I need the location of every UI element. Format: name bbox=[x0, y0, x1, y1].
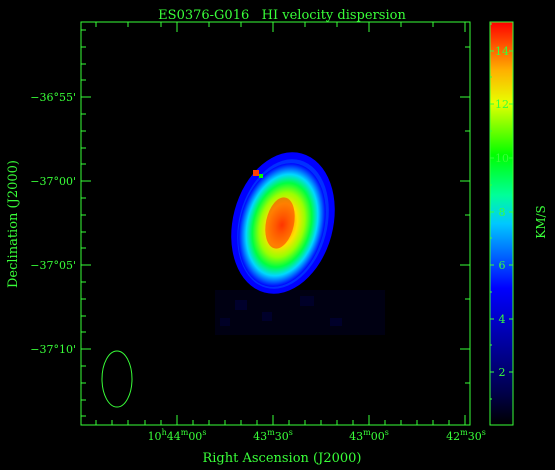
x-tick-label: 43m30s bbox=[253, 428, 293, 443]
y-tick-label: −37°10' bbox=[30, 343, 76, 356]
colorbar-tick-label: 2 bbox=[499, 366, 506, 379]
x-axis-title: Right Ascension (J2000) bbox=[202, 451, 361, 466]
colorbar-tick-label: 6 bbox=[499, 259, 506, 272]
y-tick-label: −36°55' bbox=[30, 91, 76, 104]
x-tick-label: 42m30s bbox=[446, 428, 486, 443]
colorbar-tick-label: 4 bbox=[499, 313, 506, 326]
galaxy-emission bbox=[215, 152, 385, 335]
x-tick-label: 10h44m00s bbox=[148, 428, 207, 443]
colorbar-tick-labels: 2 4 6 8 10 12 14 bbox=[495, 45, 509, 379]
y-tick-labels: −36°55' −37°00' −37°05' −37°10' bbox=[30, 91, 76, 356]
beam-ellipse bbox=[101, 350, 133, 408]
colorbar-tick-label: 10 bbox=[495, 152, 509, 165]
colorbar-unit-label: KM/S bbox=[534, 205, 548, 239]
colorbar-ticks bbox=[490, 23, 513, 400]
y-tick-label: −37°00' bbox=[30, 175, 76, 188]
x-tick-label: 43m00s bbox=[349, 428, 389, 443]
y-tick-label: −37°05' bbox=[30, 259, 76, 272]
x-tick-labels: 10h44m00s 43m30s 43m00s 42m30s bbox=[148, 428, 486, 443]
map-axis-ticks bbox=[81, 22, 470, 425]
colorbar-tick-label: 12 bbox=[495, 98, 509, 111]
colorbar-gradient bbox=[489, 21, 514, 426]
colorbar-tick-label: 8 bbox=[499, 206, 506, 219]
y-axis-title: Declination (J2000) bbox=[6, 160, 21, 288]
colorbar: 2 4 6 8 10 12 14 KM/S bbox=[489, 21, 548, 426]
colorbar-tick-label: 14 bbox=[495, 45, 509, 58]
figure-title: ES0376-G016 HI velocity dispersion bbox=[158, 8, 406, 23]
sky-map bbox=[80, 21, 471, 426]
